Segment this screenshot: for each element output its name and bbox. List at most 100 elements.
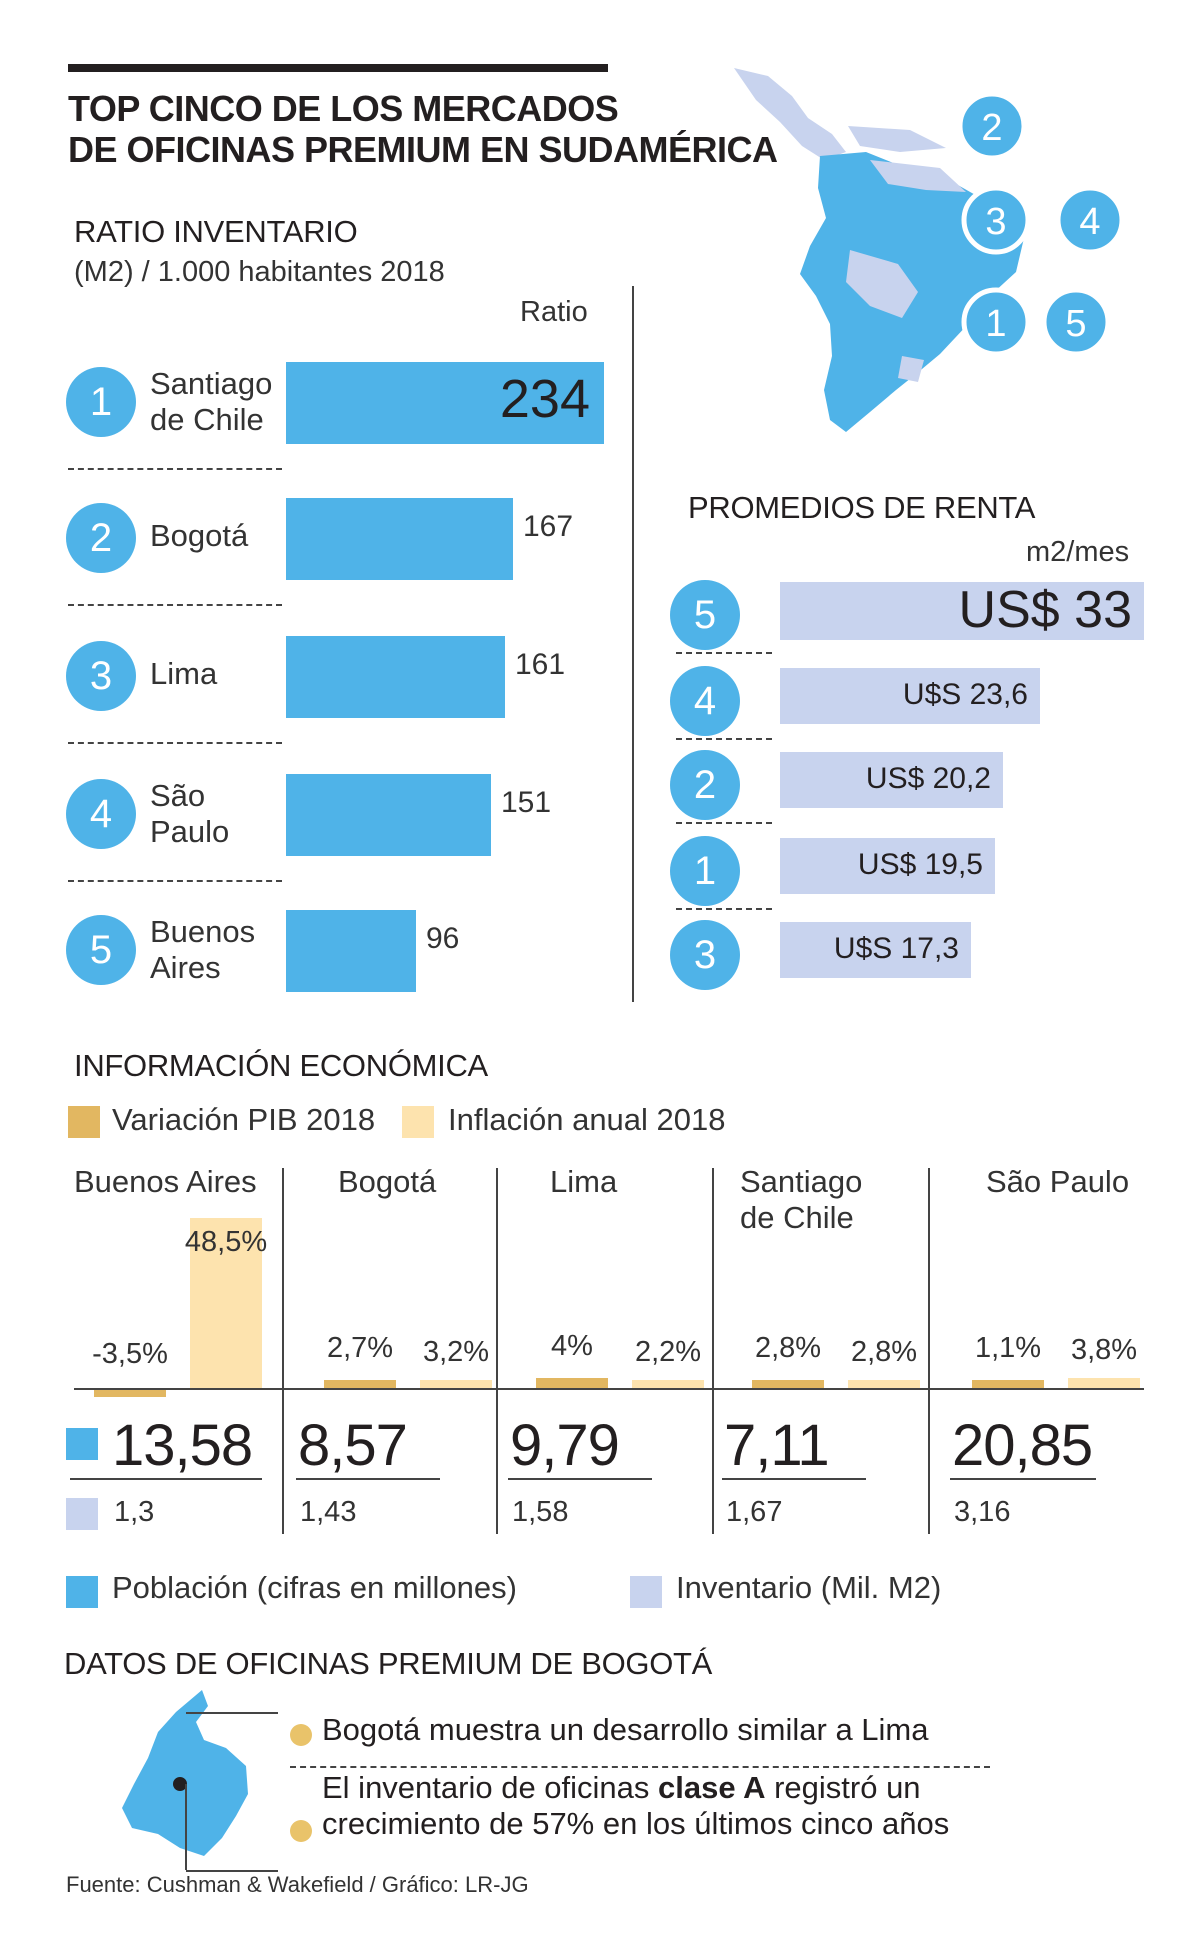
rent-value-label: US$ 20,2: [865, 762, 991, 795]
rent-bar: [780, 668, 1040, 724]
ratio-bar: [286, 910, 416, 992]
legend-inflacion-swatch: [402, 1106, 434, 1138]
rent-rank-circle: 1: [670, 836, 740, 906]
map-marker-5: 5: [1065, 303, 1086, 345]
econ-pib-label: 2,8%: [754, 1332, 822, 1364]
ratio-city-line: Aires: [150, 950, 221, 985]
ratio-city-label: São Paulo: [150, 778, 229, 850]
econ-city-label: Lima: [550, 1164, 617, 1200]
ratio-city-line: Buenos: [150, 914, 256, 949]
note-2-bold: clase A: [658, 1770, 766, 1805]
colombia-map: [122, 1690, 248, 1856]
econ-poblacion-value: 9,79: [510, 1413, 620, 1478]
econ-inflacion-label: 2,8%: [850, 1336, 918, 1368]
note-2-post: registró un: [765, 1770, 921, 1805]
econ-pib-label: 4%: [551, 1330, 593, 1362]
econ-inflacion-bar: [848, 1380, 920, 1388]
note-1-dot: [290, 1724, 312, 1746]
rent-value-label: U$S 23,6: [902, 678, 1028, 711]
econ-col-divider: [496, 1168, 498, 1534]
econ-poblacion-value: 7,11: [724, 1413, 830, 1478]
rent-unit: m2/mes: [1026, 536, 1130, 568]
ratio-rank-circle: 2: [66, 503, 136, 573]
note-2-pre: El inventario de oficinas: [322, 1770, 659, 1805]
map-marker-3: 3: [985, 201, 1006, 243]
econ-inventario-value: 1,58: [512, 1496, 569, 1528]
econ-pib-bar: [324, 1380, 396, 1388]
econ-value-underline: [950, 1478, 1096, 1480]
ratio-rank-circle: 4: [66, 779, 136, 849]
ratio-city-label: Santiago de Chile: [150, 366, 272, 438]
econ-city-label: Buenos Aires: [74, 1164, 257, 1200]
econ-poblacion-value: 13,58: [112, 1413, 253, 1478]
econ-col-divider: [712, 1168, 714, 1534]
rent-title: PROMEDIOS DE RENTA: [688, 490, 1036, 525]
inventario-swatch: [66, 1498, 98, 1530]
ratio-rank-circle: 3: [66, 641, 136, 711]
section-divider: [632, 286, 634, 1002]
rent-bar: [780, 838, 995, 894]
ratio-row-divider: [68, 742, 282, 744]
econ-city-label: Bogotá: [338, 1164, 436, 1200]
rent-row-divider: [676, 652, 772, 654]
note-2-dot: [290, 1820, 312, 1842]
ratio-row-divider: [68, 604, 282, 606]
map-uruguay: [898, 356, 924, 382]
econ-inflacion-label: 48,5%: [184, 1226, 268, 1258]
rent-bar: [780, 752, 1003, 808]
ratio-city-label: Buenos Aires: [150, 914, 255, 986]
econ-inflacion-label: 3,8%: [1070, 1334, 1138, 1366]
ratio-value-label: 234: [499, 369, 590, 429]
rent-rank-circle: 4: [670, 666, 740, 736]
map-venezuela-guyanas: [870, 160, 966, 192]
legend-pib-label: Variación PIB 2018: [112, 1102, 376, 1137]
ratio-title: RATIO INVENTARIO: [74, 214, 358, 249]
econ-pib-label: 2,7%: [326, 1332, 394, 1364]
econ-poblacion-value: 20,85: [952, 1413, 1093, 1478]
econ-city-line: Santiago: [740, 1164, 863, 1199]
ratio-city-line: Santiago: [150, 366, 273, 401]
legend-pib-swatch: [68, 1106, 100, 1138]
map-marker-4: 4: [1079, 201, 1100, 243]
ratio-bar: [286, 636, 505, 718]
rent-bar: [780, 922, 971, 978]
rent-row-divider: [676, 738, 772, 740]
note-1: Bogotá muestra un desarrollo similar a L…: [322, 1712, 929, 1747]
rent-bar: [780, 582, 1144, 640]
econ-city-label: São Paulo: [986, 1164, 1129, 1200]
econ-city-line: Lima: [550, 1164, 618, 1199]
econ-pib-bar: [536, 1378, 608, 1388]
title-rule: [68, 64, 608, 72]
rent-value-label: US$ 33: [958, 581, 1132, 639]
econ-col-divider: [928, 1168, 930, 1534]
rent-rank-circle: 3: [670, 920, 740, 990]
ratio-city-label: Bogotá: [150, 518, 248, 554]
econ-inventario-value: 1,67: [726, 1496, 783, 1528]
ratio-bar: [286, 362, 604, 444]
econ-inflacion-bar: [420, 1380, 492, 1388]
rent-row-divider: [676, 822, 772, 824]
leader-vertical: [185, 1784, 187, 1870]
econ-value-underline: [296, 1478, 440, 1480]
econ-baseline: [74, 1388, 1144, 1390]
ratio-rank-circle: 5: [66, 915, 136, 985]
econ-col-divider: [282, 1168, 284, 1534]
leader-top: [186, 1712, 278, 1714]
econ-value-underline: [508, 1478, 652, 1480]
econ-value-underline: [70, 1478, 262, 1480]
econ-title: INFORMACIÓN ECONÓMICA: [74, 1048, 488, 1083]
ratio-header: Ratio: [520, 296, 588, 328]
econ-inventario-value: 1,43: [300, 1496, 357, 1528]
ratio-city-line: Lima: [150, 656, 218, 691]
ratio-bar: [286, 774, 491, 856]
note-divider: [290, 1766, 990, 1768]
leader-bottom: [186, 1870, 278, 1872]
econ-pib-label: -3,5%: [92, 1338, 168, 1370]
legend-poblacion-label: Población (cifras en millones): [112, 1570, 517, 1605]
ratio-subtitle: (M2) / 1.000 habitantes 2018: [74, 256, 445, 288]
rent-rank-circle: 2: [670, 750, 740, 820]
ratio-row-divider: [68, 468, 282, 470]
map-caribbean: [848, 126, 946, 152]
title-line-1: TOP CINCO DE LOS MERCADOS: [68, 88, 619, 129]
econ-city-line: São Paulo: [986, 1164, 1130, 1199]
